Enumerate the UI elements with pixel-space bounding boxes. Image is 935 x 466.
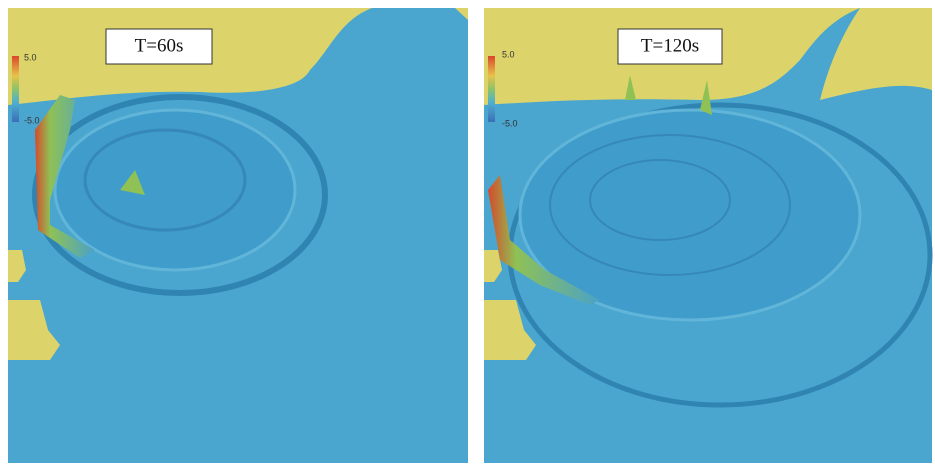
scale-max: 5.0 <box>502 49 515 59</box>
panel: T=120s 5.0 -5.0 <box>484 8 932 463</box>
scale-min: -5.0 <box>502 118 518 128</box>
time-label: T=60s <box>135 35 184 56</box>
colorbar <box>488 56 495 122</box>
scale-max: 5.0 <box>24 52 37 62</box>
figure: T=60s 5.0 -5.0 T=120s 5.0 -5.0 <box>0 0 935 466</box>
wave-ring <box>55 110 295 270</box>
time-label: T=120s <box>641 35 699 56</box>
scale-min: -5.0 <box>24 115 40 125</box>
panel: T=60s 5.0 -5.0 <box>8 8 468 463</box>
colorbar <box>12 56 19 122</box>
